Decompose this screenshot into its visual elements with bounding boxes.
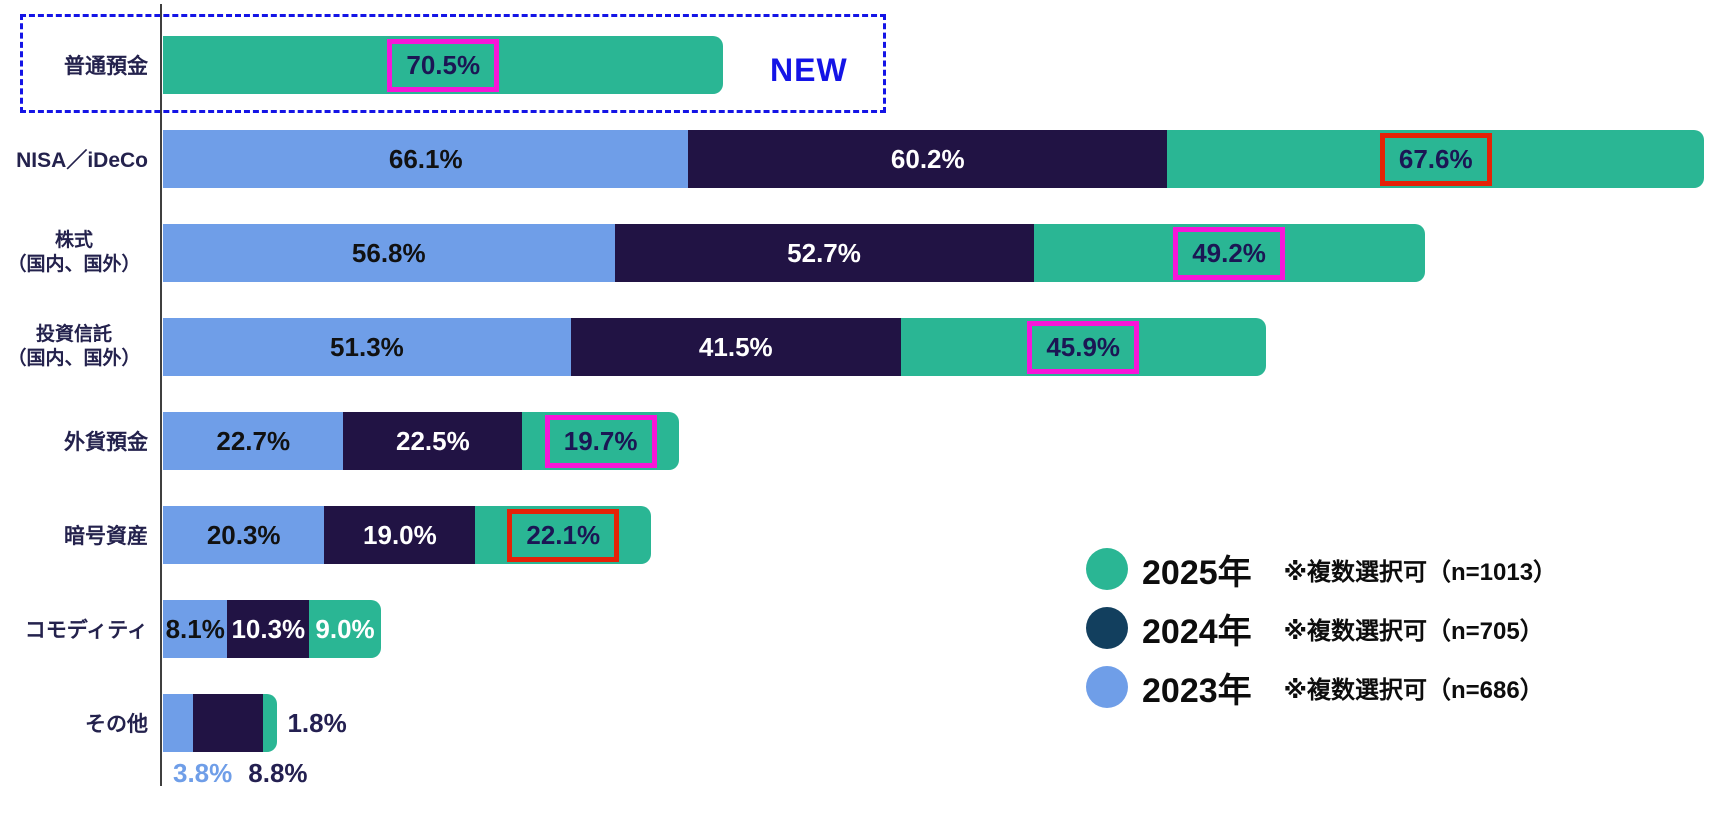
bar-segment-2024: 41.5% [570,318,901,376]
legend-year-label: 2023年 [1142,671,1252,710]
bar-group: 22.7% 22.5% 19.7% [163,412,679,470]
chart-row: 株式 （国内、国外） 56.8% 52.7% 49.2% [0,224,1728,282]
row-label-line: 普通預金 [64,55,148,78]
bar-segment-2025: 49.2% [1033,224,1425,282]
row-label: 暗号資産 [0,506,150,564]
chart-row: 暗号資産 20.3% 19.0% 22.1% [0,506,1728,564]
row-label-line: コモディティ [24,619,148,642]
value-label-2024-below: 8.8% [248,758,308,788]
y-axis-line [160,4,162,786]
legend-note: ※複数選択可（n=705） [1283,617,1544,645]
legend-year-label: 2025年 [1142,553,1252,592]
bar-group [163,694,278,752]
row-label: コモディティ [0,600,150,658]
bar-segment-2024: 52.7% [614,224,1034,282]
bar-group: 56.8% 52.7% 49.2% [163,224,1425,282]
bar-segment-2025: 70.5% [163,36,724,94]
chart-row: 外貨預金 22.7% 22.5% 19.7% [0,412,1728,470]
bar-segment-2023 [163,694,194,752]
chart-row: その他 1.8% 3.8% 8.8% [0,694,1728,788]
row-label: 外貨預金 [0,412,150,470]
new-badge: NEW [770,52,848,88]
row-label-line: 外貨預金 [64,431,148,454]
below-bar-labels: 3.8% 8.8% [173,758,308,789]
bar-segment-2023: 66.1% [163,130,689,188]
bar-segment-2025: 45.9% [900,318,1266,376]
value-label-2024: 10.3% [231,613,306,644]
legend-color-dot [1086,607,1128,649]
value-label-2023: 56.8% [351,237,426,268]
bar-segment-2024: 60.2% [688,130,1168,188]
row-label: その他 [0,694,150,752]
bar-segment-2023: 20.3% [163,506,325,564]
row-label: 普通預金 [0,36,150,94]
bar-segment-2023: 22.7% [163,412,344,470]
value-label-2024: 60.2% [890,143,965,174]
bar-segment-2025 [263,694,278,752]
bar-segment-2024: 19.0% [324,506,476,564]
value-label-2025-outside: 1.8% [287,707,347,738]
bar-segment-2025: 19.7% [522,412,679,470]
legend-item: 2024年 ※複数選択可（n=705） [1086,607,1557,651]
bar-segment-2024 [193,694,264,752]
highlight-value-box: 49.2% [1173,226,1285,280]
bar-group: 70.5% [163,36,724,94]
value-label-2023: 66.1% [388,143,463,174]
bar-group: 51.3% 41.5% 45.9% [163,318,1266,376]
bar-group: 66.1% 60.2% 67.6% [163,130,1705,188]
row-label-line: 株式 [54,230,93,252]
legend-item: 2023年 ※複数選択可（n=686） [1086,666,1557,710]
highlight-value-box: 45.9% [1027,320,1140,374]
row-label: 投資信託 （国内、国外） [0,318,150,376]
bar-segment-2023: 51.3% [163,318,571,376]
value-label-2023-below: 3.8% [173,758,233,788]
bar-segment-2025: 22.1% [475,506,652,564]
bar-group: 8.1% 10.3% 9.0% [163,600,381,658]
highlight-value-box: 22.1% [507,508,620,562]
bar-segment-2023: 56.8% [163,224,615,282]
chart-row: 普通預金 70.5% [0,36,1728,94]
row-label-line: その他 [85,713,148,736]
row-label-line: （国内、国外） [7,254,141,275]
row-label-line: NISA／iDeCo [16,149,148,172]
value-label-2023: 51.3% [330,331,404,362]
legend-note: ※複数選択可（n=686） [1283,676,1544,704]
row-label-line: （国内、国外） [7,348,141,369]
value-label-2024: 22.5% [396,425,470,456]
value-label-2024: 41.5% [698,331,773,362]
highlight-value-box: 67.6% [1379,132,1492,186]
chart-row: コモディティ 8.1% 10.3% 9.0% [0,600,1728,658]
legend-color-dot [1086,666,1128,708]
legend-year-label: 2024年 [1142,612,1252,651]
value-label-2023: 22.7% [216,425,291,456]
bar-segment-2024: 10.3% [227,600,310,658]
value-label-2024: 19.0% [363,519,437,550]
value-label-2025: 9.0% [315,613,375,644]
legend-item: 2025年 ※複数選択可（n=1013） [1086,548,1558,592]
highlight-value-box: 70.5% [387,38,500,92]
row-label-line: 暗号資産 [64,525,148,548]
bar-segment-2025: 9.0% [309,600,381,658]
row-label-line: 投資信託 [35,324,112,346]
bar-segment-2024: 22.5% [343,412,523,470]
value-label-2024: 52.7% [787,237,861,268]
row-label: 株式 （国内、国外） [0,224,150,282]
bar-group: 20.3% 19.0% 22.1% [163,506,652,564]
legend-color-dot [1086,548,1128,590]
legend: 2025年 ※複数選択可（n=1013） 2024年 ※複数選択可（n=705） 202… [1086,548,1557,725]
highlight-value-box: 19.7% [544,414,657,468]
legend-note: ※複数選択可（n=1013） [1283,558,1558,586]
bar-segment-2025: 67.6% [1167,130,1705,188]
bar-segment-2023: 8.1% [163,600,228,658]
value-label-2023: 20.3% [206,519,281,550]
chart-row: NISA／iDeCo 66.1% 60.2% 67.6% [0,130,1728,188]
new-item-dashed-outline [20,14,886,113]
chart-row: 投資信託 （国内、国外） 51.3% 41.5% 45.9% [0,318,1728,376]
row-label: NISA／iDeCo [0,130,150,188]
value-label-2023: 8.1% [165,613,225,644]
